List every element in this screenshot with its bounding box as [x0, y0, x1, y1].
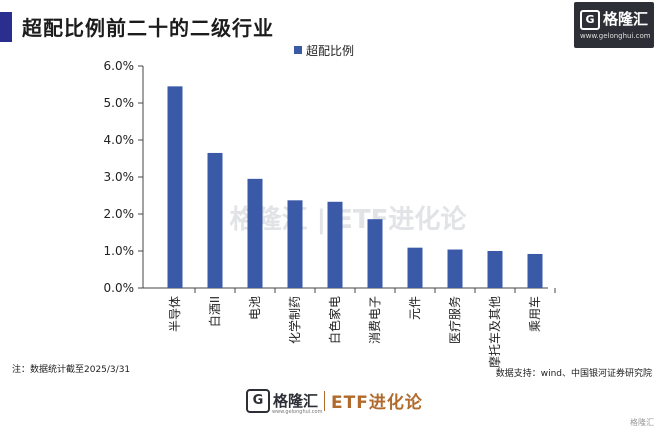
y-tick-label: 3.0% — [104, 170, 135, 184]
x-tick-label: 电池 — [248, 296, 262, 320]
x-tick-label: 元件 — [408, 296, 422, 320]
brand-name: 格隆汇 — [273, 392, 319, 410]
data-source: 数据支持：wind、中国银河证券研究院 — [495, 369, 652, 379]
y-tick-label: 0.0% — [104, 281, 135, 295]
gelonghui-logo: G 格隆汇 www.gelonghui.com — [574, 2, 654, 48]
page-title: 超配比例前二十的二级行业 — [22, 16, 274, 40]
x-tick-label: 化学制药 — [287, 296, 302, 344]
y-tick-label: 4.0% — [104, 133, 135, 147]
bottom-brand: G 格隆汇 ETF进化论 www.gelonghui.com — [246, 388, 423, 415]
footnote: 注：数据统计截至2025/3/31 — [12, 365, 131, 375]
brand-separator — [324, 390, 326, 411]
y-tick-label: 5.0% — [104, 96, 135, 110]
logo-text: 格隆汇 — [603, 10, 649, 28]
x-tick-label: 摩托车及其他 — [487, 296, 502, 368]
logo-url: www.gelonghui.com — [580, 32, 651, 40]
bar-3 — [247, 178, 263, 288]
bar-7 — [407, 247, 423, 288]
g-logo-icon: G — [246, 388, 270, 413]
title-accent-bar — [0, 12, 12, 42]
header-bar: 超配比例前二十的二级行业 G 格隆汇 www.gelonghui.com — [0, 0, 660, 54]
legend-swatch — [294, 46, 302, 54]
x-tick-label: 白色家电 — [327, 296, 342, 344]
x-tick-label: 白酒II — [207, 296, 222, 327]
bar-2 — [207, 152, 223, 288]
x-tick-label: 医疗服务 — [447, 296, 462, 344]
chart-watermark: 格隆汇 | ETF进化论 — [230, 204, 468, 235]
brand-url: www.gelonghui.com — [272, 409, 323, 415]
bar-8 — [447, 249, 463, 288]
logo-brand: G 格隆汇 — [580, 8, 648, 30]
y-tick-label: 1.0% — [104, 244, 135, 258]
bar-4 — [287, 200, 303, 288]
y-tick-label: 6.0% — [104, 59, 135, 73]
x-tick-label: 半导体 — [168, 296, 182, 332]
y-tick-label: 2.0% — [104, 207, 135, 221]
bar-10 — [527, 253, 543, 288]
legend-label: 超配比例 — [306, 43, 354, 58]
brand-etf: ETF进化论 — [331, 393, 423, 413]
g-logo-icon: G — [580, 9, 600, 30]
x-tick-label: 消费电子 — [368, 296, 382, 344]
x-tick-label: 乘用车 — [527, 296, 542, 332]
bar-5 — [327, 201, 343, 288]
bar-1 — [167, 86, 183, 288]
bar-9 — [487, 251, 503, 288]
corner-watermark: 格隆汇 — [630, 418, 654, 427]
bar-6 — [367, 219, 383, 288]
